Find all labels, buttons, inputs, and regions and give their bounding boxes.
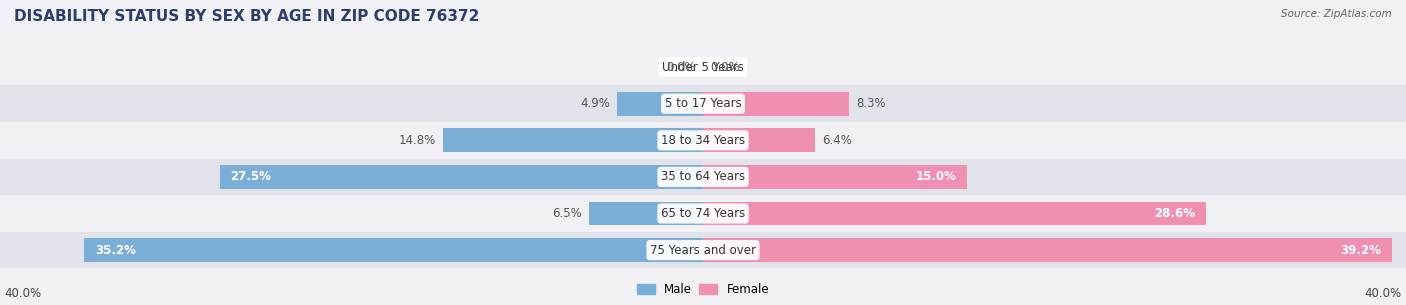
Text: 8.3%: 8.3%: [856, 97, 886, 110]
Text: 35.2%: 35.2%: [94, 244, 136, 257]
Bar: [589, 202, 703, 225]
Text: 6.4%: 6.4%: [823, 134, 852, 147]
Text: 5 to 17 Years: 5 to 17 Years: [665, 97, 741, 110]
Bar: [0, 232, 1406, 268]
Text: DISABILITY STATUS BY SEX BY AGE IN ZIP CODE 76372: DISABILITY STATUS BY SEX BY AGE IN ZIP C…: [14, 9, 479, 24]
Bar: [703, 238, 1392, 262]
Text: 0.0%: 0.0%: [710, 61, 740, 74]
Text: Source: ZipAtlas.com: Source: ZipAtlas.com: [1281, 9, 1392, 19]
Text: 75 Years and over: 75 Years and over: [650, 244, 756, 257]
Bar: [703, 202, 1206, 225]
Bar: [0, 195, 1406, 232]
Bar: [0, 85, 1406, 122]
Bar: [617, 92, 703, 116]
Text: 40.0%: 40.0%: [4, 287, 41, 300]
Text: 35 to 64 Years: 35 to 64 Years: [661, 170, 745, 183]
Text: 0.0%: 0.0%: [666, 61, 696, 74]
Bar: [703, 128, 815, 152]
Text: 40.0%: 40.0%: [1365, 287, 1402, 300]
Text: 65 to 74 Years: 65 to 74 Years: [661, 207, 745, 220]
Text: 28.6%: 28.6%: [1154, 207, 1195, 220]
Bar: [0, 122, 1406, 159]
Bar: [703, 92, 849, 116]
Bar: [219, 165, 703, 189]
Bar: [0, 49, 1406, 85]
Bar: [443, 128, 703, 152]
Bar: [703, 165, 967, 189]
Text: 14.8%: 14.8%: [399, 134, 436, 147]
Text: 27.5%: 27.5%: [231, 170, 271, 183]
Text: 18 to 34 Years: 18 to 34 Years: [661, 134, 745, 147]
Bar: [0, 159, 1406, 195]
Text: 15.0%: 15.0%: [915, 170, 956, 183]
Bar: [84, 238, 703, 262]
Text: Under 5 Years: Under 5 Years: [662, 61, 744, 74]
Legend: Male, Female: Male, Female: [637, 283, 769, 296]
Text: 6.5%: 6.5%: [553, 207, 582, 220]
Text: 4.9%: 4.9%: [581, 97, 610, 110]
Text: 39.2%: 39.2%: [1340, 244, 1381, 257]
